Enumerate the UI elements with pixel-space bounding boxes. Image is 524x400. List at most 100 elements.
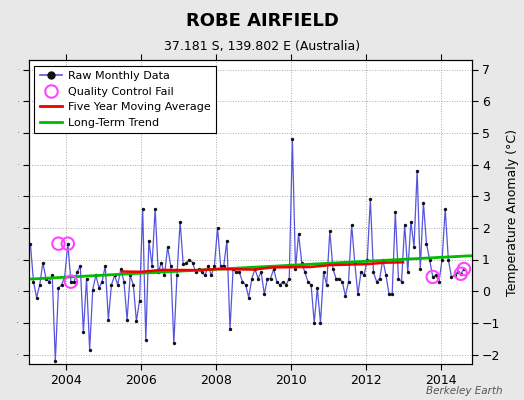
Point [379,256,387,263]
Point [111,272,119,278]
Point [129,282,137,288]
Point [332,275,340,282]
Point [213,225,222,231]
Point [460,266,468,272]
Point [117,266,125,272]
Point [301,269,309,275]
Point [263,275,271,282]
Point [95,285,103,291]
Point [354,291,362,298]
Point [413,168,421,174]
Point [444,256,453,263]
Point [92,272,100,278]
Point [422,240,431,247]
Point [325,228,334,234]
Point [51,358,60,364]
Point [160,272,169,278]
Point [344,278,353,285]
Point [310,320,319,326]
Point [376,275,384,282]
Point [429,274,437,280]
Point [42,275,50,282]
Point [385,291,394,298]
Point [269,266,278,272]
Point [70,278,78,285]
Point [391,209,399,215]
Text: Berkeley Earth: Berkeley Earth [427,386,503,396]
Point [403,269,412,275]
Point [441,206,450,212]
Point [220,263,228,269]
Point [201,272,209,278]
Point [135,298,144,304]
Point [98,278,106,285]
Point [288,136,297,142]
Point [157,260,166,266]
Point [223,237,231,244]
Point [229,266,237,272]
Point [341,293,350,299]
Point [232,269,241,275]
Point [194,266,203,272]
Point [32,294,41,301]
Point [285,275,293,282]
Point [154,269,162,275]
Point [204,263,212,269]
Point [173,272,181,278]
Point [347,222,356,228]
Point [313,285,322,291]
Point [63,240,72,247]
Point [416,266,424,272]
Point [82,275,91,282]
Point [266,275,275,282]
Point [123,316,132,323]
Point [294,231,303,237]
Point [107,282,116,288]
Point [282,282,290,288]
Point [151,206,159,212]
Point [67,278,75,285]
Point [101,263,110,269]
Point [76,263,84,269]
Point [322,282,331,288]
Point [419,199,428,206]
Point [373,278,381,285]
Point [435,278,443,285]
Point [366,196,375,202]
Point [226,326,234,332]
Point [58,282,66,288]
Point [456,270,465,277]
Point [148,263,156,269]
Point [456,270,465,277]
Point [410,244,418,250]
Point [179,261,188,268]
Point [216,263,225,269]
Point [304,278,312,285]
Text: 37.181 S, 139.802 E (Australia): 37.181 S, 139.802 E (Australia) [164,40,360,53]
Point [73,269,81,275]
Point [235,269,244,275]
Point [207,272,215,278]
Point [198,269,206,275]
Point [351,260,359,266]
Point [260,291,268,298]
Point [126,272,134,278]
Point [141,337,150,344]
Point [320,269,328,275]
Point [363,256,372,263]
Point [357,269,365,275]
Point [335,275,343,282]
Point [316,320,325,326]
Point [63,240,72,247]
Point [167,263,175,269]
Point [369,269,378,275]
Point [176,218,184,225]
Point [26,240,35,247]
Point [272,278,281,285]
Point [145,237,153,244]
Point [163,244,172,250]
Point [67,278,75,285]
Point [114,282,122,288]
Point [394,275,402,282]
Point [54,240,63,247]
